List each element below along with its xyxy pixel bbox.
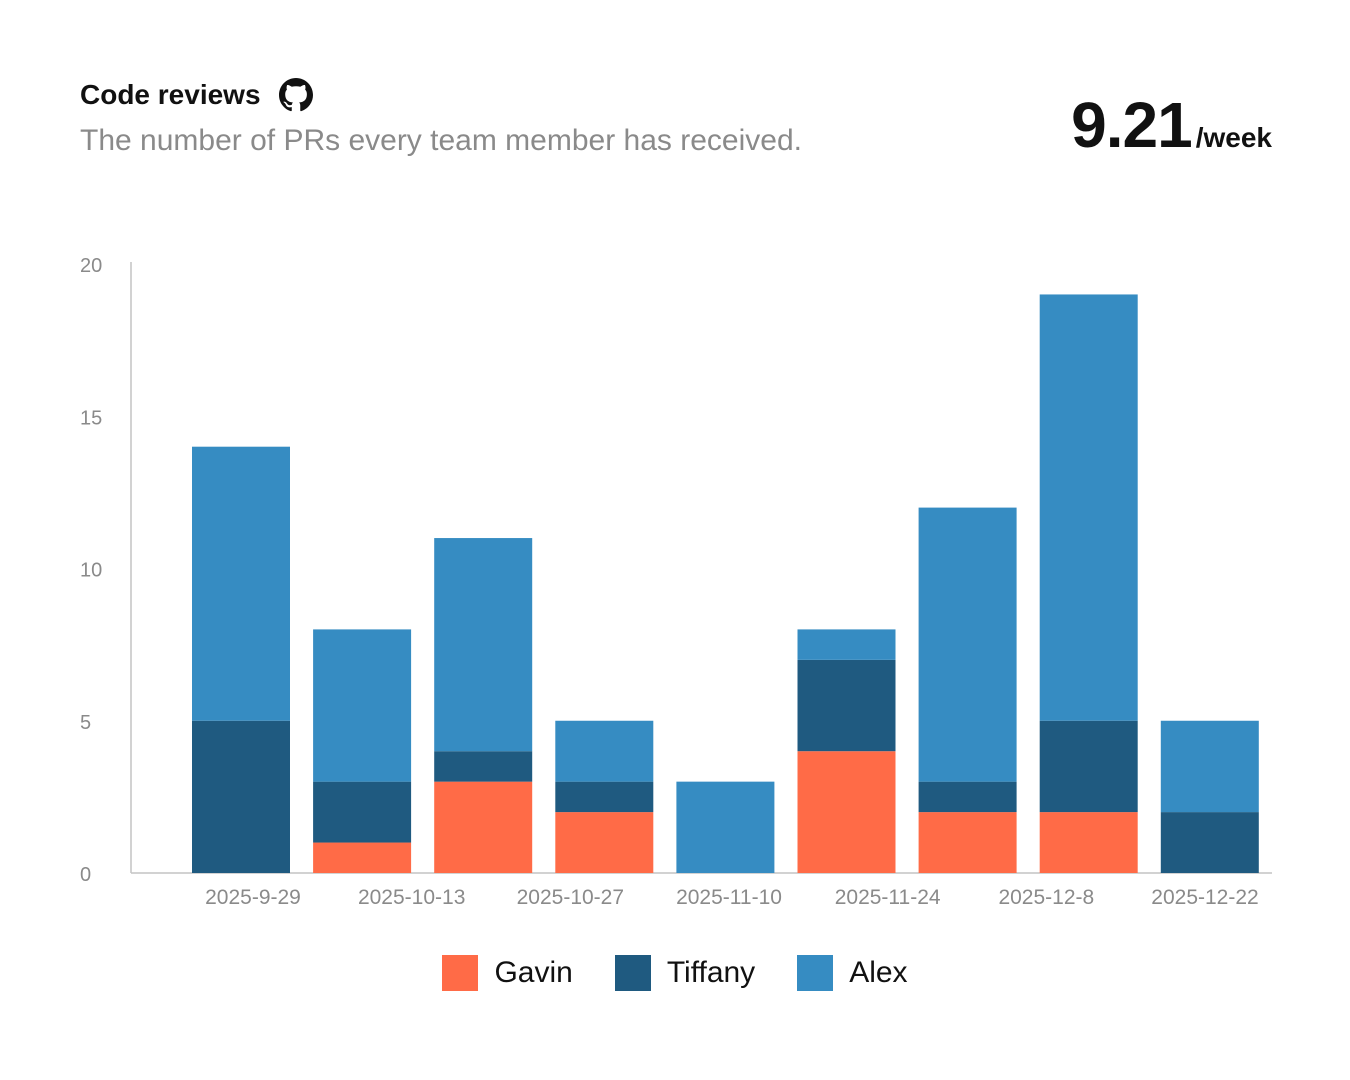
bar-alex-2025-11-10[interactable]: [676, 781, 775, 873]
metric-value: 9.21: [1071, 89, 1193, 161]
legend-label: Alex: [849, 956, 908, 989]
bar-tiffany-2025-12-22[interactable]: [1160, 812, 1259, 873]
bar-tiffany-2025-11-17[interactable]: [797, 659, 896, 752]
legend-swatch: [797, 955, 834, 991]
y-tick-label: 10: [80, 560, 102, 582]
legend-label: Gavin: [494, 956, 573, 989]
x-tick-label: 2025-9-29: [205, 886, 301, 909]
x-tick-label: 2025-10-13: [358, 886, 465, 909]
legend-item-gavin[interactable]: Gavin: [442, 955, 573, 991]
bar-alex-2025-10-6[interactable]: [313, 629, 412, 782]
x-tick-label: 2025-11-10: [676, 886, 782, 909]
metric-unit: /week: [1195, 122, 1272, 153]
bar-tiffany-2025-11-24[interactable]: [918, 781, 1017, 813]
bar-alex-2025-12-8[interactable]: [1039, 294, 1138, 721]
bar-gavin-2025-11-24[interactable]: [918, 812, 1017, 873]
bar-gavin-2025-10-6[interactable]: [313, 842, 412, 873]
y-tick-label: 5: [80, 712, 91, 734]
bar-tiffany-2025-10-13[interactable]: [434, 751, 533, 782]
bar-alex-2025-12-22[interactable]: [1160, 720, 1259, 813]
bar-alex-2025-10-13[interactable]: [434, 538, 533, 752]
card-header: Code reviews The number of PRs every tea…: [80, 78, 802, 158]
bar-alex-2025-9-29[interactable]: [192, 446, 290, 721]
title-row: Code reviews: [80, 78, 802, 112]
bar-tiffany-2025-10-6[interactable]: [313, 781, 412, 843]
chart-legend: Gavin Tiffany Alex: [0, 955, 1350, 991]
bar-gavin-2025-12-8[interactable]: [1039, 812, 1138, 873]
bar-alex-2025-11-17[interactable]: [797, 629, 896, 660]
y-tick-label: 15: [80, 407, 102, 429]
x-tick-label: 2025-12-8: [998, 886, 1094, 909]
legend-swatch: [614, 955, 651, 991]
bar-gavin-2025-11-17[interactable]: [797, 751, 896, 873]
github-icon[interactable]: [278, 78, 313, 112]
card-title: Code reviews: [80, 79, 261, 110]
legend-swatch: [442, 955, 479, 991]
bar-gavin-2025-10-13[interactable]: [434, 781, 533, 873]
y-tick-label: 0: [80, 864, 91, 886]
card-subtitle: The number of PRs every team member has …: [80, 124, 802, 157]
x-tick-label: 2025-11-24: [835, 886, 941, 909]
weekly-average-metric: 9.21 /week: [1071, 88, 1272, 162]
bar-alex-2025-10-20[interactable]: [555, 720, 654, 782]
bar-tiffany-2025-12-8[interactable]: [1039, 720, 1138, 813]
legend-item-alex[interactable]: Alex: [797, 955, 908, 991]
legend-item-tiffany[interactable]: Tiffany: [614, 955, 756, 991]
x-tick-label: 2025-12-22: [1151, 886, 1258, 909]
stacked-bar-chart: 0 5 10 15 20 2025-9-29 2025-10-13 2025-10-27 202…: [80, 255, 1272, 909]
bar-tiffany-2025-9-29[interactable]: [192, 720, 290, 873]
x-tick-label: 2025-10-27: [517, 886, 624, 909]
y-tick-label: 20: [80, 255, 102, 277]
bar-alex-2025-11-24[interactable]: [918, 507, 1017, 782]
legend-label: Tiffany: [666, 956, 756, 989]
bar-gavin-2025-10-20[interactable]: [555, 812, 654, 873]
bar-tiffany-2025-10-20[interactable]: [555, 781, 654, 813]
